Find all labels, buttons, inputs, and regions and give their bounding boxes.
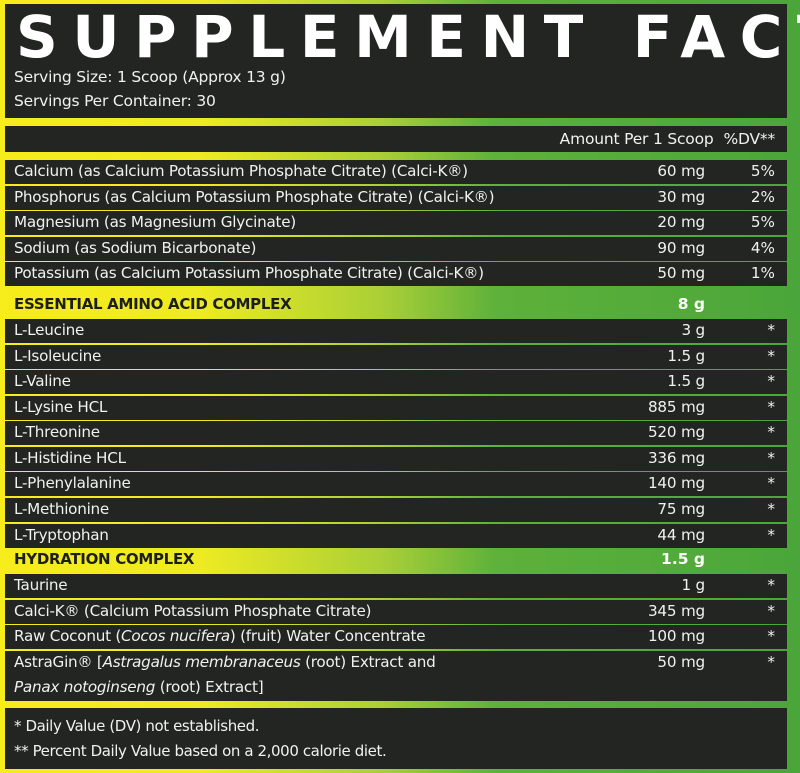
ingredient-dv: * — [767, 347, 775, 365]
ingredient-dv: * — [767, 653, 775, 671]
ingredient-dv: * — [767, 372, 775, 390]
servings-per-container: Servings Per Container: 30 — [14, 92, 216, 110]
ingredient-name: Magnesium (as Magnesium Glycinate) — [14, 213, 296, 231]
table-row: Taurine 1 g * — [5, 574, 787, 598]
ingredient-amount: 20 mg — [657, 213, 705, 231]
ingredient-name: L-Histidine HCL — [14, 449, 126, 467]
section-header-hydration: HYDRATION COMPLEX 1.5 g — [5, 548, 787, 572]
ingredient-name: L-Leucine — [14, 321, 85, 339]
table-row: Sodium (as Sodium Bicarbonate) 90 mg 4% — [5, 237, 787, 261]
ingredient-name: L-Lysine HCL — [14, 398, 108, 416]
ingredient-amount: 1.5 g — [667, 372, 705, 390]
footnote-percent-dv: ** Percent Daily Value based on a 2,000 … — [14, 742, 387, 760]
section-amount: 1.5 g — [661, 550, 705, 568]
ingredient-dv: 5% — [750, 213, 775, 231]
table-row: L-Lysine HCL 885 mg * — [5, 396, 787, 420]
ingredient-name: Taurine — [14, 576, 68, 594]
ingredient-dv: * — [767, 449, 775, 467]
ingredient-amount: 75 mg — [657, 500, 705, 518]
section-title: HYDRATION COMPLEX — [14, 550, 195, 568]
ingredient-dv: * — [767, 576, 775, 594]
table-row: Calcium (as Calcium Potassium Phosphate … — [5, 160, 787, 184]
ingredient-dv: * — [767, 398, 775, 416]
ingredient-name: AstraGin® [Astragalus membranaceus (root… — [14, 653, 436, 696]
column-header-row: Amount Per 1 Scoop %DV** — [5, 126, 787, 152]
footnote-dv-not-established: * Daily Value (DV) not established. — [14, 717, 260, 735]
ingredient-dv: * — [767, 602, 775, 620]
ingredient-dv: * — [767, 627, 775, 645]
ingredient-dv: 4% — [750, 239, 775, 257]
table-row: L-Valine 1.5 g * — [5, 370, 787, 394]
ingredient-name: Raw Coconut (Cocos nucifera) (fruit) Wat… — [14, 627, 426, 645]
table-row: Potassium (as Calcium Potassium Phosphat… — [5, 262, 787, 286]
ingredient-amount: 3 g — [681, 321, 705, 339]
ingredient-amount: 100 mg — [647, 627, 705, 645]
footer-notes: * Daily Value (DV) not established. ** P… — [5, 708, 787, 769]
table-row: Phosphorus (as Calcium Potassium Phospha… — [5, 186, 787, 210]
ingredient-dv: * — [767, 423, 775, 441]
serving-size: Serving Size: 1 Scoop (Approx 13 g) — [14, 68, 286, 86]
ingredient-name: Sodium (as Sodium Bicarbonate) — [14, 239, 257, 257]
table-row: L-Leucine 3 g * — [5, 319, 787, 343]
table-row: Raw Coconut (Cocos nucifera) (fruit) Wat… — [5, 625, 787, 649]
ingredient-name: L-Valine — [14, 372, 71, 390]
ingredient-name: L-Methionine — [14, 500, 110, 518]
ingredient-amount: 1 g — [681, 576, 705, 594]
ingredient-name: L-Threonine — [14, 423, 100, 441]
ingredient-name: Potassium (as Calcium Potassium Phosphat… — [14, 264, 484, 282]
table-row: L-Isoleucine 1.5 g * — [5, 345, 787, 369]
ingredient-dv: * — [767, 474, 775, 492]
section-amount: 8 g — [677, 295, 705, 313]
dv-column-header: %DV** — [723, 130, 776, 148]
ingredient-dv: 5% — [750, 162, 775, 180]
table-row: AstraGin® [Astragalus membranaceus (root… — [5, 651, 787, 701]
ingredient-amount: 336 mg — [647, 449, 705, 467]
table-row: Magnesium (as Magnesium Glycinate) 20 mg… — [5, 211, 787, 235]
column-headers: Amount Per 1 Scoop %DV** — [559, 130, 776, 148]
ingredient-amount: 50 mg — [657, 653, 705, 671]
table-row: L-Phenylalanine 140 mg * — [5, 472, 787, 496]
ingredient-amount: 1.5 g — [667, 347, 705, 365]
ingredient-amount: 140 mg — [647, 474, 705, 492]
ingredient-amount: 50 mg — [657, 264, 705, 282]
ingredient-name: Calcium (as Calcium Potassium Phosphate … — [14, 162, 468, 180]
ingredient-dv: 1% — [750, 264, 775, 282]
ingredient-amount: 90 mg — [657, 239, 705, 257]
ingredient-amount: 60 mg — [657, 162, 705, 180]
table-row: L-Tryptophan 44 mg * — [5, 524, 787, 548]
table-row: L-Histidine HCL 336 mg * — [5, 447, 787, 471]
section-title: ESSENTIAL AMINO ACID COMPLEX — [14, 295, 292, 313]
ingredient-amount: 520 mg — [647, 423, 705, 441]
table-row: L-Methionine 75 mg * — [5, 498, 787, 522]
ingredient-name: Phosphorus (as Calcium Potassium Phospha… — [14, 188, 495, 206]
title-panel: SUPPLEMENT FACTS Serving Size: 1 Scoop (… — [5, 3, 800, 118]
ingredient-name: Calci-K® (Calcium Potassium Phosphate Ci… — [14, 602, 372, 620]
ingredient-amount: 30 mg — [657, 188, 705, 206]
section-header-amino: ESSENTIAL AMINO ACID COMPLEX 8 g — [5, 293, 787, 317]
table-row: L-Threonine 520 mg * — [5, 421, 787, 445]
ingredient-dv: * — [767, 500, 775, 518]
ingredient-dv: 2% — [750, 188, 775, 206]
page-title: SUPPLEMENT FACTS — [16, 3, 800, 71]
ingredient-name: L-Tryptophan — [14, 526, 109, 544]
ingredient-name: L-Isoleucine — [14, 347, 102, 365]
ingredient-amount: 885 mg — [647, 398, 705, 416]
ingredient-dv: * — [767, 526, 775, 544]
ingredient-dv: * — [767, 321, 775, 339]
amount-column-header: Amount Per 1 Scoop — [559, 130, 714, 148]
table-row: Calci-K® (Calcium Potassium Phosphate Ci… — [5, 600, 787, 624]
ingredient-name: L-Phenylalanine — [14, 474, 131, 492]
ingredient-amount: 44 mg — [657, 526, 705, 544]
ingredient-amount: 345 mg — [647, 602, 705, 620]
